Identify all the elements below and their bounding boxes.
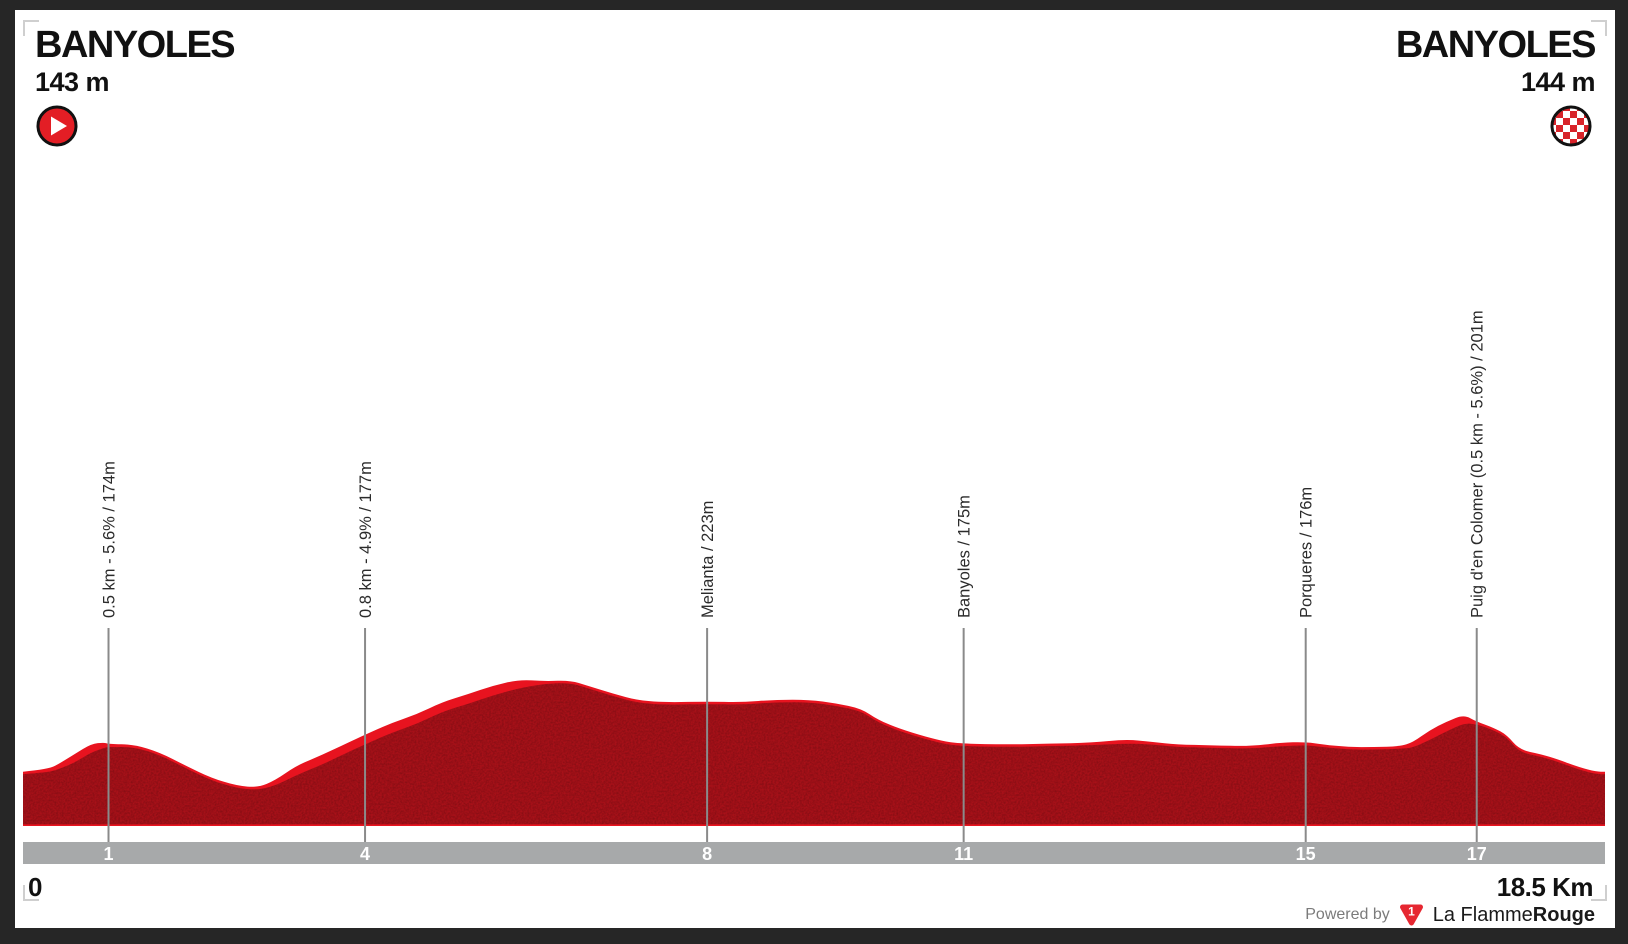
km-tick-11: 11 <box>954 844 973 864</box>
marker-label-11km: Banyoles / 175m <box>956 495 974 618</box>
brand-name[interactable]: La Flamme Rouge <box>1433 904 1595 927</box>
finish-header: BANYOLES 144 m <box>1395 24 1597 153</box>
finish-town-name: BANYOLES <box>1395 24 1597 66</box>
finish-checkered-flag-icon <box>1549 104 1593 153</box>
plot-corner-top-left <box>23 20 39 36</box>
km-tick-8: 8 <box>702 844 712 864</box>
marker-label-8km: Melianta / 223m <box>699 501 717 618</box>
km-ruler-bar <box>23 842 1605 864</box>
marker-label-17km: Puig d'en Colomer (0.5 km - 5.6%) / 201m <box>1469 310 1487 618</box>
axis-origin-label: 0 <box>28 872 42 902</box>
marker-label-1km: 0.5 km - 5.6% / 174m <box>101 461 119 618</box>
start-play-icon <box>35 104 79 153</box>
svg-text:1: 1 <box>1408 904 1415 918</box>
powered-by-text: Powered by <box>1305 906 1390 923</box>
km-tick-4: 4 <box>360 844 370 864</box>
km-tick-17: 17 <box>1467 844 1487 864</box>
marker-label-15km: Porqueres / 176m <box>1298 487 1316 618</box>
plot-corner-bottom-right <box>1591 885 1607 901</box>
stage-profile-chart: 0.5 km - 5.6% / 174m 1 0.8 km - 4.9% / 177… <box>23 310 1605 864</box>
start-elevation: 143 m <box>35 66 110 97</box>
profile-texture <box>23 683 1605 826</box>
axis-end-label: 18.5 Km <box>1496 872 1594 902</box>
start-header: BANYOLES 143 m <box>35 24 236 153</box>
marker-label-4km: 0.8 km - 4.9% / 177m <box>357 461 375 618</box>
plot-corner-top-right <box>1591 20 1607 36</box>
profile-canvas: 0.5 km - 5.6% / 174m 1 0.8 km - 4.9% / 177… <box>15 10 1615 928</box>
finish-elevation: 144 m <box>1520 66 1596 97</box>
powered-by-footer: Powered by 1 La Flamme Rouge <box>1305 903 1595 927</box>
laflammerouge-logo-icon[interactable]: 1 <box>1399 904 1424 927</box>
brand-regular: La Flamme <box>1432 903 1533 926</box>
brand-bold: Rouge <box>1532 903 1595 926</box>
km-tick-15: 15 <box>1296 844 1316 864</box>
km-tick-1: 1 <box>104 844 114 864</box>
start-town-name: BANYOLES <box>35 24 236 66</box>
plot-corner-bottom-left <box>23 885 39 901</box>
